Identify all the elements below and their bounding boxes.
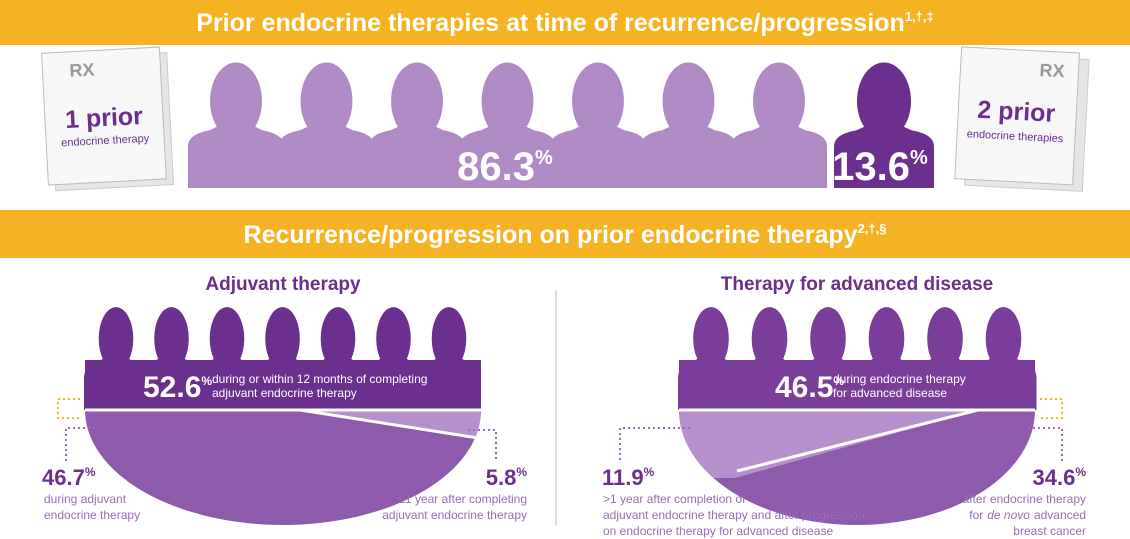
connectors (57, 398, 1063, 462)
silhouette (139, 343, 204, 410)
silhouette (678, 343, 744, 410)
silhouette (278, 112, 375, 188)
silhouette-head (98, 307, 134, 371)
pct-text: during adjuvant (44, 492, 127, 506)
silhouette-head (927, 307, 963, 371)
silhouette-head (572, 62, 624, 140)
silhouette (640, 112, 737, 188)
silhouette (834, 112, 934, 188)
silhouette-head (753, 62, 805, 140)
silhouette-head (154, 307, 189, 371)
pct-text: for de novo advanced (969, 508, 1086, 522)
silhouette (970, 343, 1037, 410)
silhouette (417, 343, 481, 410)
card (954, 46, 1081, 186)
pie-slice (679, 410, 978, 478)
left-card: RX 1 prior endocrine therapy (40, 46, 175, 192)
card-small: endocrine therapies (966, 128, 1064, 145)
top-title: Prior endocrine therapies at time of rec… (196, 9, 933, 37)
silhouette (250, 343, 315, 410)
pct-text: adjuvant endocrine therapy (382, 508, 527, 522)
silhouette-head (300, 62, 353, 140)
right-card: RX 2 prior endocrine therapies (954, 46, 1090, 192)
semi-pie (85, 410, 481, 525)
main-text: during endocrine therapy (833, 372, 966, 386)
silhouette (853, 343, 920, 410)
pct-text: >1 year after completion of (603, 492, 746, 506)
pct: 11.9% (602, 465, 655, 490)
pct-one-prior: 86.3% (457, 145, 553, 189)
pct-text: after endocrine therapy (963, 492, 1086, 506)
silhouette (195, 343, 259, 410)
pct: 5.8% (486, 465, 528, 490)
silhouette (188, 112, 284, 188)
silhouette-head (868, 307, 905, 371)
silhouette (550, 112, 646, 188)
card-big: 2 prior (977, 96, 1056, 128)
heading: Therapy for advanced disease (721, 274, 993, 295)
main-text: adjuvant endocrine therapy (212, 386, 357, 400)
main-pct: 52.6% (143, 371, 212, 404)
silhouette-head (265, 307, 300, 371)
pct: 46.7% (42, 465, 96, 490)
pct-text: ≤1 year after completing (398, 492, 527, 506)
heading: Adjuvant therapy (205, 274, 361, 295)
card-small: endocrine therapy (61, 133, 150, 150)
silhouette (912, 343, 978, 410)
silhouette-head (693, 307, 729, 371)
main-text: during or within 12 months of completing (212, 372, 427, 386)
silhouette-head (431, 307, 467, 371)
rx: RX (1039, 60, 1065, 81)
top-banner (0, 0, 1130, 45)
card (40, 46, 167, 186)
silhouette-head (376, 307, 411, 371)
silhouette (731, 112, 827, 188)
silhouette (459, 112, 556, 188)
bottom-silhouettes (84, 307, 1037, 410)
silhouette (736, 343, 803, 410)
silhouette-head (481, 62, 534, 140)
silhouette-head (391, 62, 443, 140)
silhouette (361, 343, 426, 410)
main-pct: 46.5% (775, 371, 844, 404)
pct-text: adjuvant endocrine therapy and after pro… (603, 508, 865, 522)
pct-text: breast cancer (1013, 524, 1086, 538)
silhouette-head (209, 307, 245, 371)
pct-two-prior: 13.6% (832, 145, 928, 189)
silhouette-head (320, 307, 356, 371)
silhouette-head (985, 307, 1022, 371)
slice-line (736, 408, 979, 473)
top-silhouettes (188, 62, 934, 188)
silhouette-head (751, 307, 788, 371)
card-big: 1 prior (64, 102, 143, 134)
silhouette-head (857, 62, 911, 140)
silhouette (84, 343, 148, 410)
silhouette-head (210, 62, 262, 140)
rx: RX (69, 59, 95, 80)
middle-banner (0, 210, 1130, 258)
silhouette (306, 343, 370, 410)
silhouette-head (810, 307, 846, 371)
pct-text: on endocrine therapy for advanced diseas… (603, 524, 833, 538)
middle-title: Recurrence/progression on prior endocrin… (244, 221, 887, 249)
silhouette (795, 343, 861, 410)
slice-line (299, 408, 479, 440)
main-text: for advanced disease (833, 386, 947, 400)
silhouette (369, 112, 465, 188)
silhouette-head (662, 62, 715, 140)
pct: 34.6% (1033, 465, 1087, 490)
pct-text: endocrine therapy (44, 508, 140, 522)
